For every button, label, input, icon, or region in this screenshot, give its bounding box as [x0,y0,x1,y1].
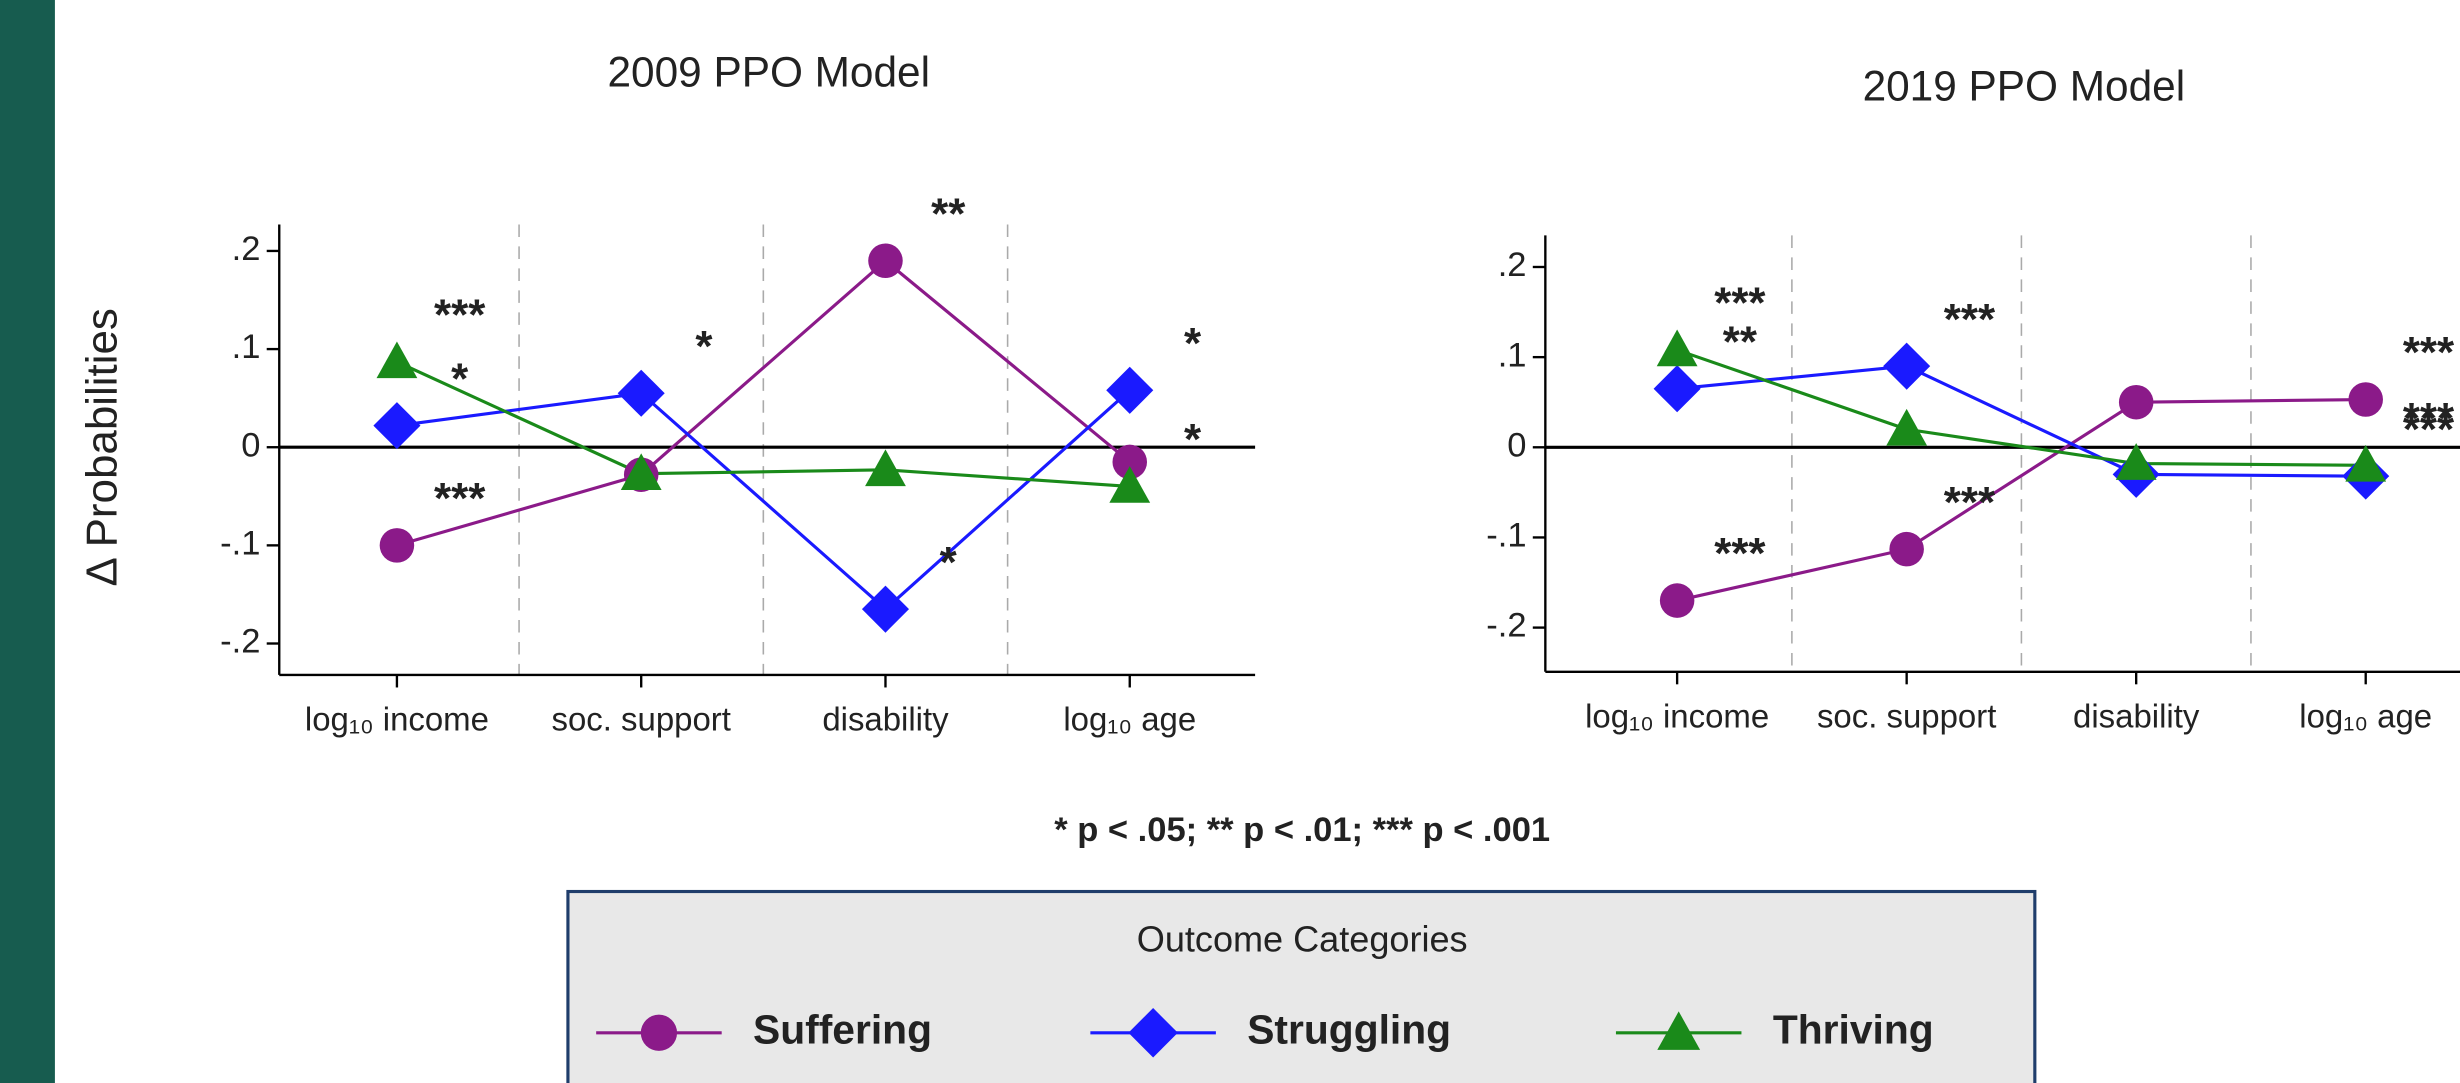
series-line [1676,364,2366,478]
y-tick-label: -.2 [1486,607,1526,645]
y-tick-label: .1 [1498,336,1527,374]
significance-note: * p < .05; ** p < .01; *** p < .001 [1054,811,1550,849]
x-tick-label: log₁₀ income [1585,698,1769,735]
significance-label: ** [931,189,966,238]
series-line [1676,348,2366,467]
marker [620,453,662,491]
x-tick-label: log₁₀ income [305,701,489,738]
marker [640,1014,678,1051]
marker [1109,466,1151,503]
x-tick-label: log₁₀ age [2299,698,2432,735]
marker [1886,408,1928,446]
marker [1653,365,1701,413]
significance-label: *** [434,474,486,523]
series-line [396,389,1131,612]
y-tick-label: -.1 [220,524,260,562]
legend-title: Outcome Categories [1137,918,1468,959]
y-tick-label: .2 [232,230,261,268]
x-tick-label: disability [822,701,949,738]
x-tick-label: soc. support [552,701,731,738]
marker [1112,444,1148,480]
significance-label: * [451,354,469,403]
significance-label: * [1184,415,1202,464]
marker [1656,329,1698,367]
series-line [1676,397,2366,603]
y-tick-label: -.2 [220,623,260,661]
marker [376,341,418,379]
y-tick-label: 0 [241,426,260,464]
marker [379,528,415,563]
significance-label: *** [1944,295,1996,344]
x-tick-label: log₁₀ age [1063,701,1196,738]
marker [2348,382,2383,417]
side-bar [0,0,55,1083]
significance-label: * [1184,319,1202,368]
significance-label: * [940,538,958,587]
legend-label: Thriving [1773,1007,1934,1053]
legend-label: Struggling [1247,1007,1451,1053]
marker [868,243,903,279]
x-tick-label: disability [2073,698,2200,735]
y-tick-label: .2 [1498,246,1527,284]
significance-label: *** [2403,405,2455,454]
marker [1659,583,1695,618]
chart-title: 2019 PPO Model [1863,63,2186,110]
legend-label: Suffering [753,1007,932,1053]
series-line [396,258,1131,547]
marker [373,402,421,450]
significance-label: * [695,322,713,371]
series-line [396,360,1130,489]
significance-label: *** [1944,478,1996,527]
x-tick-label: soc. support [1817,698,1996,735]
marker [1889,531,1924,567]
marker [2345,444,2387,482]
y-tick-label: -.1 [1486,517,1526,555]
y-tick-label: 0 [1507,426,1526,464]
chart-title: 2009 PPO Model [607,49,930,96]
marker [865,449,906,487]
significance-label: *** [434,291,486,340]
significance-label: *** [2403,394,2455,443]
significance-label: *** [1714,279,1766,328]
marker [2115,443,2157,480]
y-tick-label: .1 [232,328,261,366]
significance-label: *** [2403,328,2455,377]
significance-label: ** [1723,317,1758,366]
marker [1657,1011,1701,1050]
y-axis-label: Δ Probabilities [78,308,127,586]
marker [2118,384,2154,420]
marker [1883,342,1931,390]
significance-label: *** [1714,529,1766,578]
legend-box [566,889,2037,1083]
marker [617,369,665,417]
